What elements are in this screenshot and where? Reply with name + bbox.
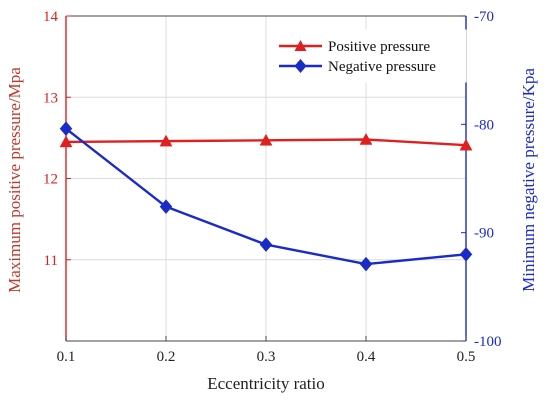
left-tick-label-2: 13 bbox=[43, 90, 58, 106]
point-positive-1 bbox=[159, 134, 173, 147]
left-tick-label-3: 14 bbox=[43, 9, 59, 25]
legend-marker-triangle bbox=[294, 40, 307, 51]
right-tick-label-2: -90 bbox=[474, 226, 494, 242]
right-tick-label-1: -80 bbox=[474, 117, 494, 133]
point-positive-4 bbox=[459, 138, 473, 151]
point-negative-0 bbox=[59, 121, 73, 137]
legend-label-positive: Positive pressure bbox=[328, 39, 430, 55]
x-tick-label-0: 0.1 bbox=[57, 349, 76, 365]
point-negative-1 bbox=[159, 199, 173, 215]
point-positive-3 bbox=[359, 132, 373, 145]
legend-marker-diamond bbox=[294, 59, 307, 73]
point-negative-3 bbox=[359, 256, 373, 272]
tick-labels: 0.1 0.2 0.3 0.4 0.5 11 12 13 14 -70 -80 -90 -100 bbox=[43, 9, 502, 365]
legend-box bbox=[269, 29, 467, 83]
x-tick-label-1: 0.2 bbox=[157, 349, 176, 365]
point-positive-0 bbox=[59, 135, 73, 148]
x-axis-title: Eccentricity ratio bbox=[207, 374, 325, 393]
left-tick-label-0: 11 bbox=[44, 253, 58, 269]
x-tick-label-3: 0.4 bbox=[357, 349, 376, 365]
right-y-axis-title: Minimum negative pressure/Kpa bbox=[519, 68, 538, 292]
right-tick-label-3: -100 bbox=[474, 334, 502, 350]
x-tick-label-2: 0.3 bbox=[257, 349, 276, 365]
point-negative-2 bbox=[259, 237, 273, 252]
legend-label-negative: Negative pressure bbox=[328, 59, 436, 75]
left-y-axis-title: Maximum positive pressure/Mpa bbox=[5, 67, 24, 293]
x-tick-label-4: 0.5 bbox=[457, 349, 476, 365]
point-negative-4 bbox=[459, 246, 473, 262]
series-layer bbox=[59, 121, 473, 272]
point-positive-2 bbox=[259, 133, 273, 146]
legend: Positive pressure Negative pressure bbox=[269, 29, 467, 83]
right-tick-label-0: -70 bbox=[474, 9, 494, 25]
left-tick-label-1: 12 bbox=[43, 172, 58, 188]
